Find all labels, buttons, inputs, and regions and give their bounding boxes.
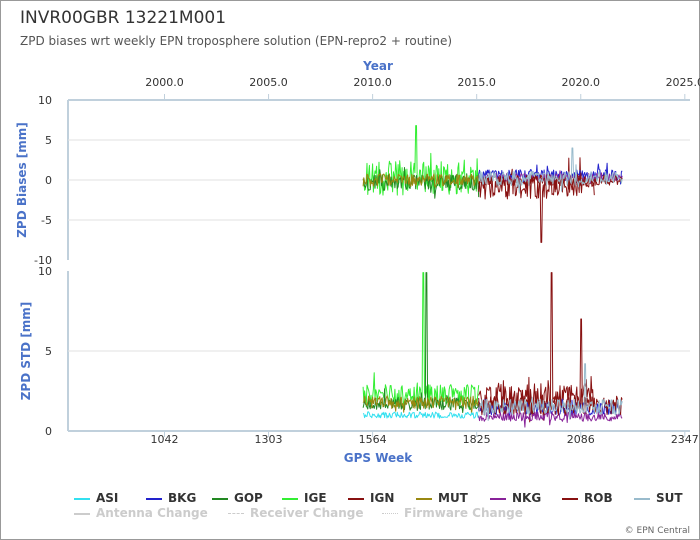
grid-layer [67,94,690,437]
std-series-mut [362,395,480,415]
std-tick-label: 0 [45,425,52,438]
bottom-axis-title: GPS Week [344,451,414,465]
bias-tick-label: -10 [34,254,52,267]
year-tick-label: 2010.0 [353,76,392,89]
legend-swatch [634,497,650,500]
year-tick-label: 2015.0 [457,76,496,89]
week-tick-label: 1825 [463,433,491,446]
bias-axis-title: ZPD Biases [mm] [15,122,29,238]
bias-series-sut [478,147,623,194]
year-tick-label: 2000.0 [145,76,184,89]
legend-label: IGE [304,491,327,505]
bias-tick-label: 0 [45,174,52,187]
legend-event-receiver-change[interactable]: Receiver Change [228,506,364,520]
legend-item-asi[interactable]: ASI [74,491,118,505]
bias-tick-label: 10 [38,94,52,107]
legend-label: SUT [656,491,683,505]
legend-swatch [212,497,228,500]
legend-item-nkg[interactable]: NKG [490,491,541,505]
std-tick-label: 10 [38,265,52,278]
bias-tick-label: 5 [45,134,52,147]
legend-label: MUT [438,491,468,505]
legend-swatch [382,513,398,514]
legend-label: Receiver Change [250,506,364,520]
legend-swatch [282,497,298,500]
legend-swatch [562,497,578,500]
legend-swatch [490,497,506,500]
std-series-asi [362,411,479,419]
legend-item-ign[interactable]: IGN [348,491,394,505]
page-subtitle: ZPD biases wrt weekly EPN troposphere so… [20,34,453,48]
legend-swatch [146,497,162,500]
week-tick-label: 1303 [255,433,283,446]
std-axis-title: ZPD STD [mm] [19,302,33,401]
legend-label: ROB [584,491,613,505]
legend-label: Antenna Change [96,506,208,520]
legend-label: Firmware Change [404,506,523,520]
std-series-sut [478,363,623,421]
legend-swatch [74,497,90,500]
legend-item-gop[interactable]: GOP [212,491,263,505]
page-title: INVR00GBR 13221M001 [20,8,227,28]
bias-series-rob [478,172,623,190]
credit-text: © EPN Central [624,526,690,536]
year-tick-label: 2005.0 [249,76,288,89]
std-series-ige [362,272,480,410]
year-tick-label: 2025.0 [666,76,700,89]
std-tick-label: 5 [45,345,52,358]
bias-series-mut [362,173,480,188]
std-series-nkg [478,411,623,428]
week-tick-label: 1564 [359,433,387,446]
year-tick-label: 2020.0 [562,76,601,89]
legend-item-sut[interactable]: SUT [634,491,683,505]
week-tick-label: 2347 [671,433,699,446]
legend-label: IGN [370,491,395,505]
legend-label: ASI [96,491,119,505]
bias-series-ige [362,125,480,196]
legend-event-antenna-change[interactable]: Antenna Change [74,506,208,520]
top-axis-title: Year [362,59,393,73]
legend-label: BKG [168,491,197,505]
legend-swatch [348,497,364,500]
legend-swatch [416,497,432,500]
legend-label: NKG [512,491,542,505]
series-layer [362,125,623,428]
legend-item-rob[interactable]: ROB [562,491,613,505]
legend-item-ige[interactable]: IGE [282,491,327,505]
week-tick-label: 1042 [150,433,178,446]
axis-layer: Year ZPD Biases [mm] ZPD STD [mm] GPS We… [15,59,700,465]
legend-swatch [228,513,244,514]
legend: ASI BKG GOP IGE IGN MUT NKG ROB SUT Antenna Chang… [68,491,698,527]
std-series-rob [478,318,623,416]
legend-item-bkg[interactable]: BKG [146,491,196,505]
chart-svg: Year ZPD Biases [mm] ZPD STD [mm] GPS We… [15,59,700,465]
legend-swatch [74,512,90,515]
week-tick-label: 2086 [567,433,595,446]
legend-event-firmware-change[interactable]: Firmware Change [382,506,523,520]
legend-item-mut[interactable]: MUT [416,491,468,505]
bias-tick-label: -5 [41,214,52,227]
legend-label: GOP [234,491,263,505]
